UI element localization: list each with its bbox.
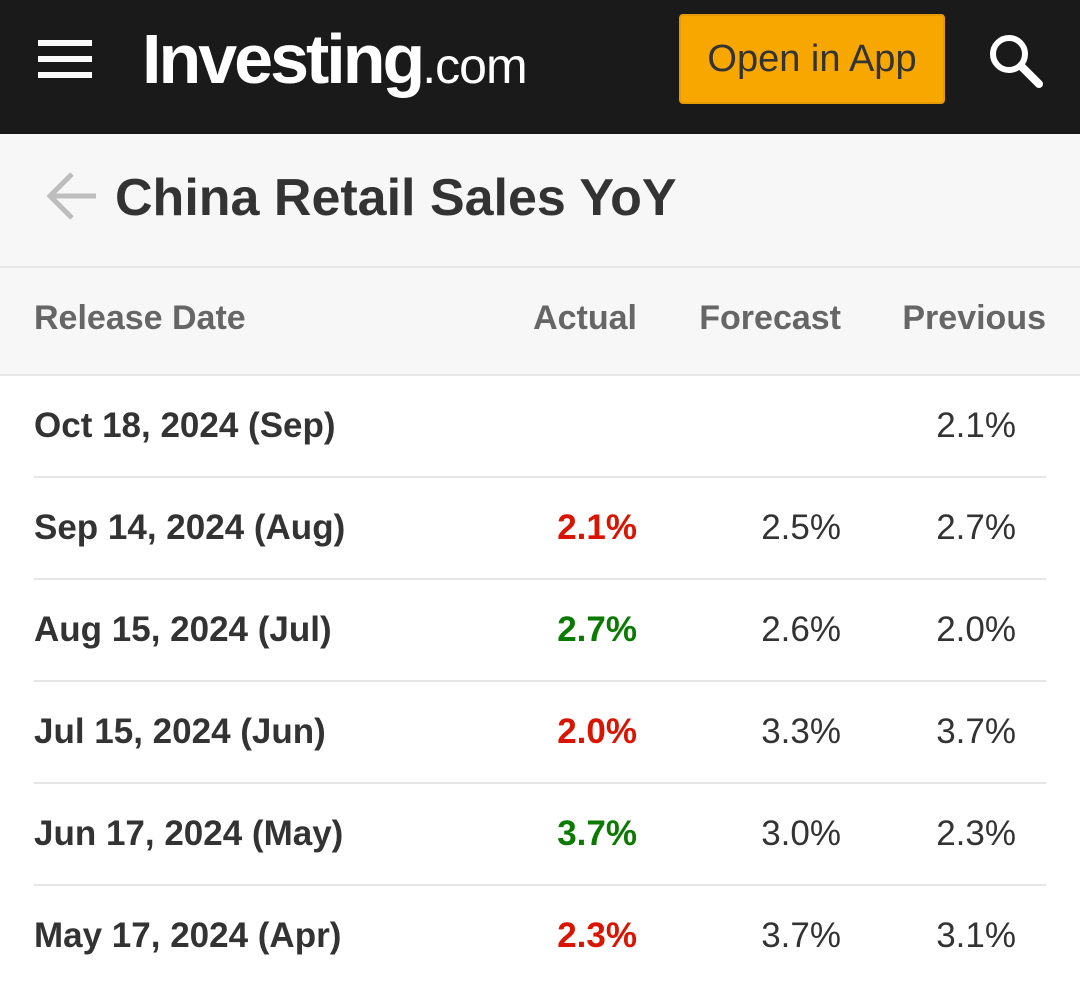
previous-value-cell: 2.3% xyxy=(936,814,1016,853)
hamburger-line xyxy=(38,72,92,78)
table-row[interactable]: Sep 14, 2024 (Aug) 2.1% 2.5% 2.7% xyxy=(34,478,1046,580)
forecast-value-cell: 3.7% xyxy=(761,916,841,955)
hamburger-menu-icon[interactable] xyxy=(38,40,92,78)
table-row[interactable]: May 17, 2024 (Apr) 2.3% 3.7% 3.1% xyxy=(34,886,1046,988)
table-row[interactable]: Jun 17, 2024 (May) 3.7% 3.0% 2.3% xyxy=(34,784,1046,886)
actual-value-cell: 2.1% xyxy=(557,508,637,547)
release-date-cell: Aug 15, 2024 (Jul) xyxy=(34,610,332,649)
column-header-actual[interactable]: Actual xyxy=(533,299,637,337)
page-title: China Retail Sales YoY xyxy=(115,169,677,227)
table-row[interactable]: Aug 15, 2024 (Jul) 2.7% 2.6% 2.0% xyxy=(34,580,1046,682)
table-header xyxy=(0,268,1080,376)
actual-value-cell: 2.3% xyxy=(557,916,637,955)
forecast-value-cell: 3.3% xyxy=(761,712,841,751)
open-in-app-button[interactable]: Open in App xyxy=(679,14,945,104)
previous-value-cell: 3.7% xyxy=(936,712,1016,751)
table-row[interactable]: Oct 18, 2024 (Sep) 2.1% xyxy=(34,376,1046,478)
release-date-cell: Jul 15, 2024 (Jun) xyxy=(34,712,326,751)
actual-value-cell: 3.7% xyxy=(557,814,637,853)
search-icon[interactable] xyxy=(985,30,1045,90)
logo-main-text: Investing xyxy=(142,20,425,98)
previous-value-cell: 2.7% xyxy=(936,508,1016,547)
column-header-forecast[interactable]: Forecast xyxy=(699,299,841,337)
hamburger-line xyxy=(38,40,92,46)
actual-value-cell: 2.0% xyxy=(557,712,637,751)
page-title-bar xyxy=(0,134,1080,268)
logo-suffix-text: .com xyxy=(422,38,527,94)
hamburger-line xyxy=(38,56,92,62)
forecast-value-cell: 2.5% xyxy=(761,508,841,547)
forecast-value-cell: 3.0% xyxy=(761,814,841,853)
table-row[interactable]: Jul 15, 2024 (Jun) 2.0% 3.3% 3.7% xyxy=(34,682,1046,784)
previous-value-cell: 3.1% xyxy=(936,916,1016,955)
release-date-cell: May 17, 2024 (Apr) xyxy=(34,916,342,955)
forecast-value-cell: 2.6% xyxy=(761,610,841,649)
investing-logo[interactable]: Investing .com xyxy=(142,14,528,104)
arrow-left-icon[interactable] xyxy=(46,170,98,222)
column-header-previous[interactable]: Previous xyxy=(902,299,1046,337)
release-date-cell: Sep 14, 2024 (Aug) xyxy=(34,508,346,547)
column-header-release-date[interactable]: Release Date xyxy=(34,299,246,337)
release-date-cell: Oct 18, 2024 (Sep) xyxy=(34,406,336,445)
actual-value-cell: 2.7% xyxy=(557,610,637,649)
release-date-cell: Jun 17, 2024 (May) xyxy=(34,814,344,853)
previous-value-cell: 2.1% xyxy=(936,406,1016,445)
previous-value-cell: 2.0% xyxy=(936,610,1016,649)
